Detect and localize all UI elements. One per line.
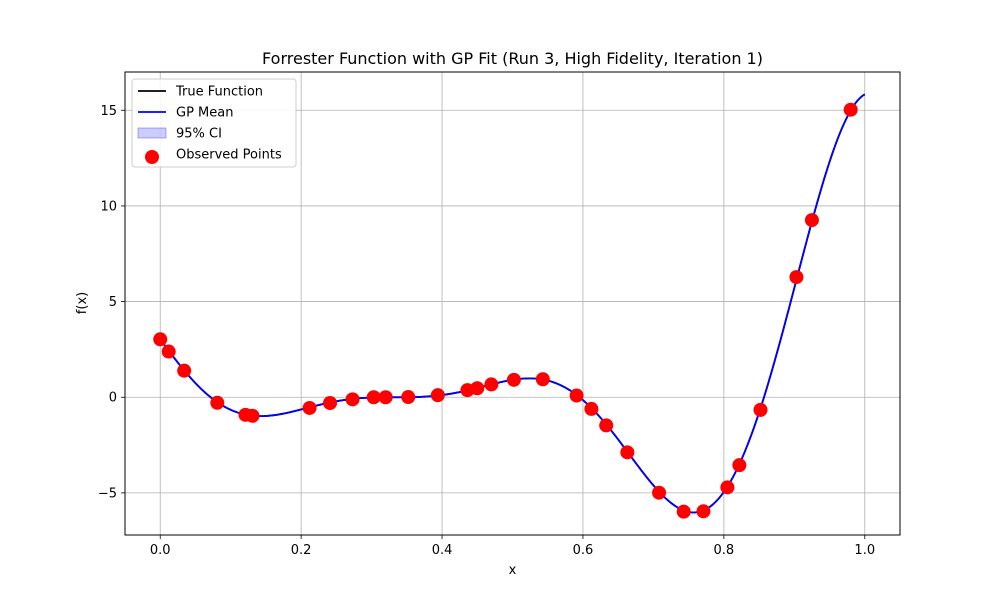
legend: True Function GP Mean 95% CI Observed Point…	[131, 78, 297, 168]
chart-title: Forrester Function with GP Fit (Run 3, H…	[262, 49, 763, 68]
observed-point	[535, 372, 550, 387]
observed-point	[652, 485, 667, 500]
observed-point	[153, 332, 168, 347]
observed-point	[430, 388, 445, 403]
observed-point	[789, 270, 804, 285]
x-tick-label: 0.6	[573, 543, 594, 558]
y-tick-label: −5	[98, 486, 117, 501]
observed-point	[366, 390, 381, 405]
observed-point	[323, 395, 338, 410]
legend-swatch-point	[145, 150, 159, 164]
x-tick-label: 0.0	[150, 543, 171, 558]
grid	[125, 72, 900, 535]
observed-point	[210, 395, 225, 410]
y-axis-label: f(x)	[75, 292, 90, 314]
observed-point	[401, 390, 416, 405]
observed-point	[843, 102, 858, 117]
observed-point	[676, 504, 691, 519]
observed-point	[620, 445, 635, 460]
observed-point	[720, 480, 735, 495]
observed-point	[599, 418, 614, 433]
observed-point	[584, 401, 599, 416]
observed-point	[345, 392, 360, 407]
legend-box	[131, 78, 297, 168]
observed-point	[506, 372, 521, 387]
observed-point	[378, 390, 393, 405]
legend-entry-label: True Function	[175, 85, 263, 100]
observed-point	[484, 377, 499, 392]
observed-point	[470, 381, 485, 396]
observed-point	[696, 504, 711, 519]
legend-entry-label: Observed Points	[176, 148, 282, 163]
plot-frame	[124, 71, 901, 536]
legend-entry-label: 95% CI	[176, 127, 222, 142]
observed-point	[753, 402, 768, 417]
y-tick-label: 10	[100, 199, 117, 214]
x-tick-label: 0.8	[714, 543, 735, 558]
y-tick-label: 0	[109, 391, 117, 406]
x-tick-label: 0.4	[432, 543, 453, 558]
legend-entry-label: GP Mean	[176, 106, 233, 121]
tick-layer: 0.0 0.2 0.4 0.6 0.8 1.0 −5 0 5 10 15	[98, 104, 875, 558]
observed-point	[569, 388, 584, 403]
legend-swatch-band	[137, 127, 167, 139]
y-tick-label: 5	[109, 295, 117, 310]
observed-point	[732, 458, 747, 473]
observed-point	[245, 408, 260, 423]
observed-points-layer	[153, 102, 858, 519]
x-tick-label: 0.2	[291, 543, 312, 558]
observed-point	[302, 400, 317, 415]
observed-point	[804, 213, 819, 228]
x-axis-label: x	[509, 563, 517, 578]
x-tick-label: 1.0	[854, 543, 875, 558]
observed-point	[177, 363, 192, 378]
observed-point	[161, 344, 176, 359]
y-tick-label: 15	[100, 104, 117, 119]
